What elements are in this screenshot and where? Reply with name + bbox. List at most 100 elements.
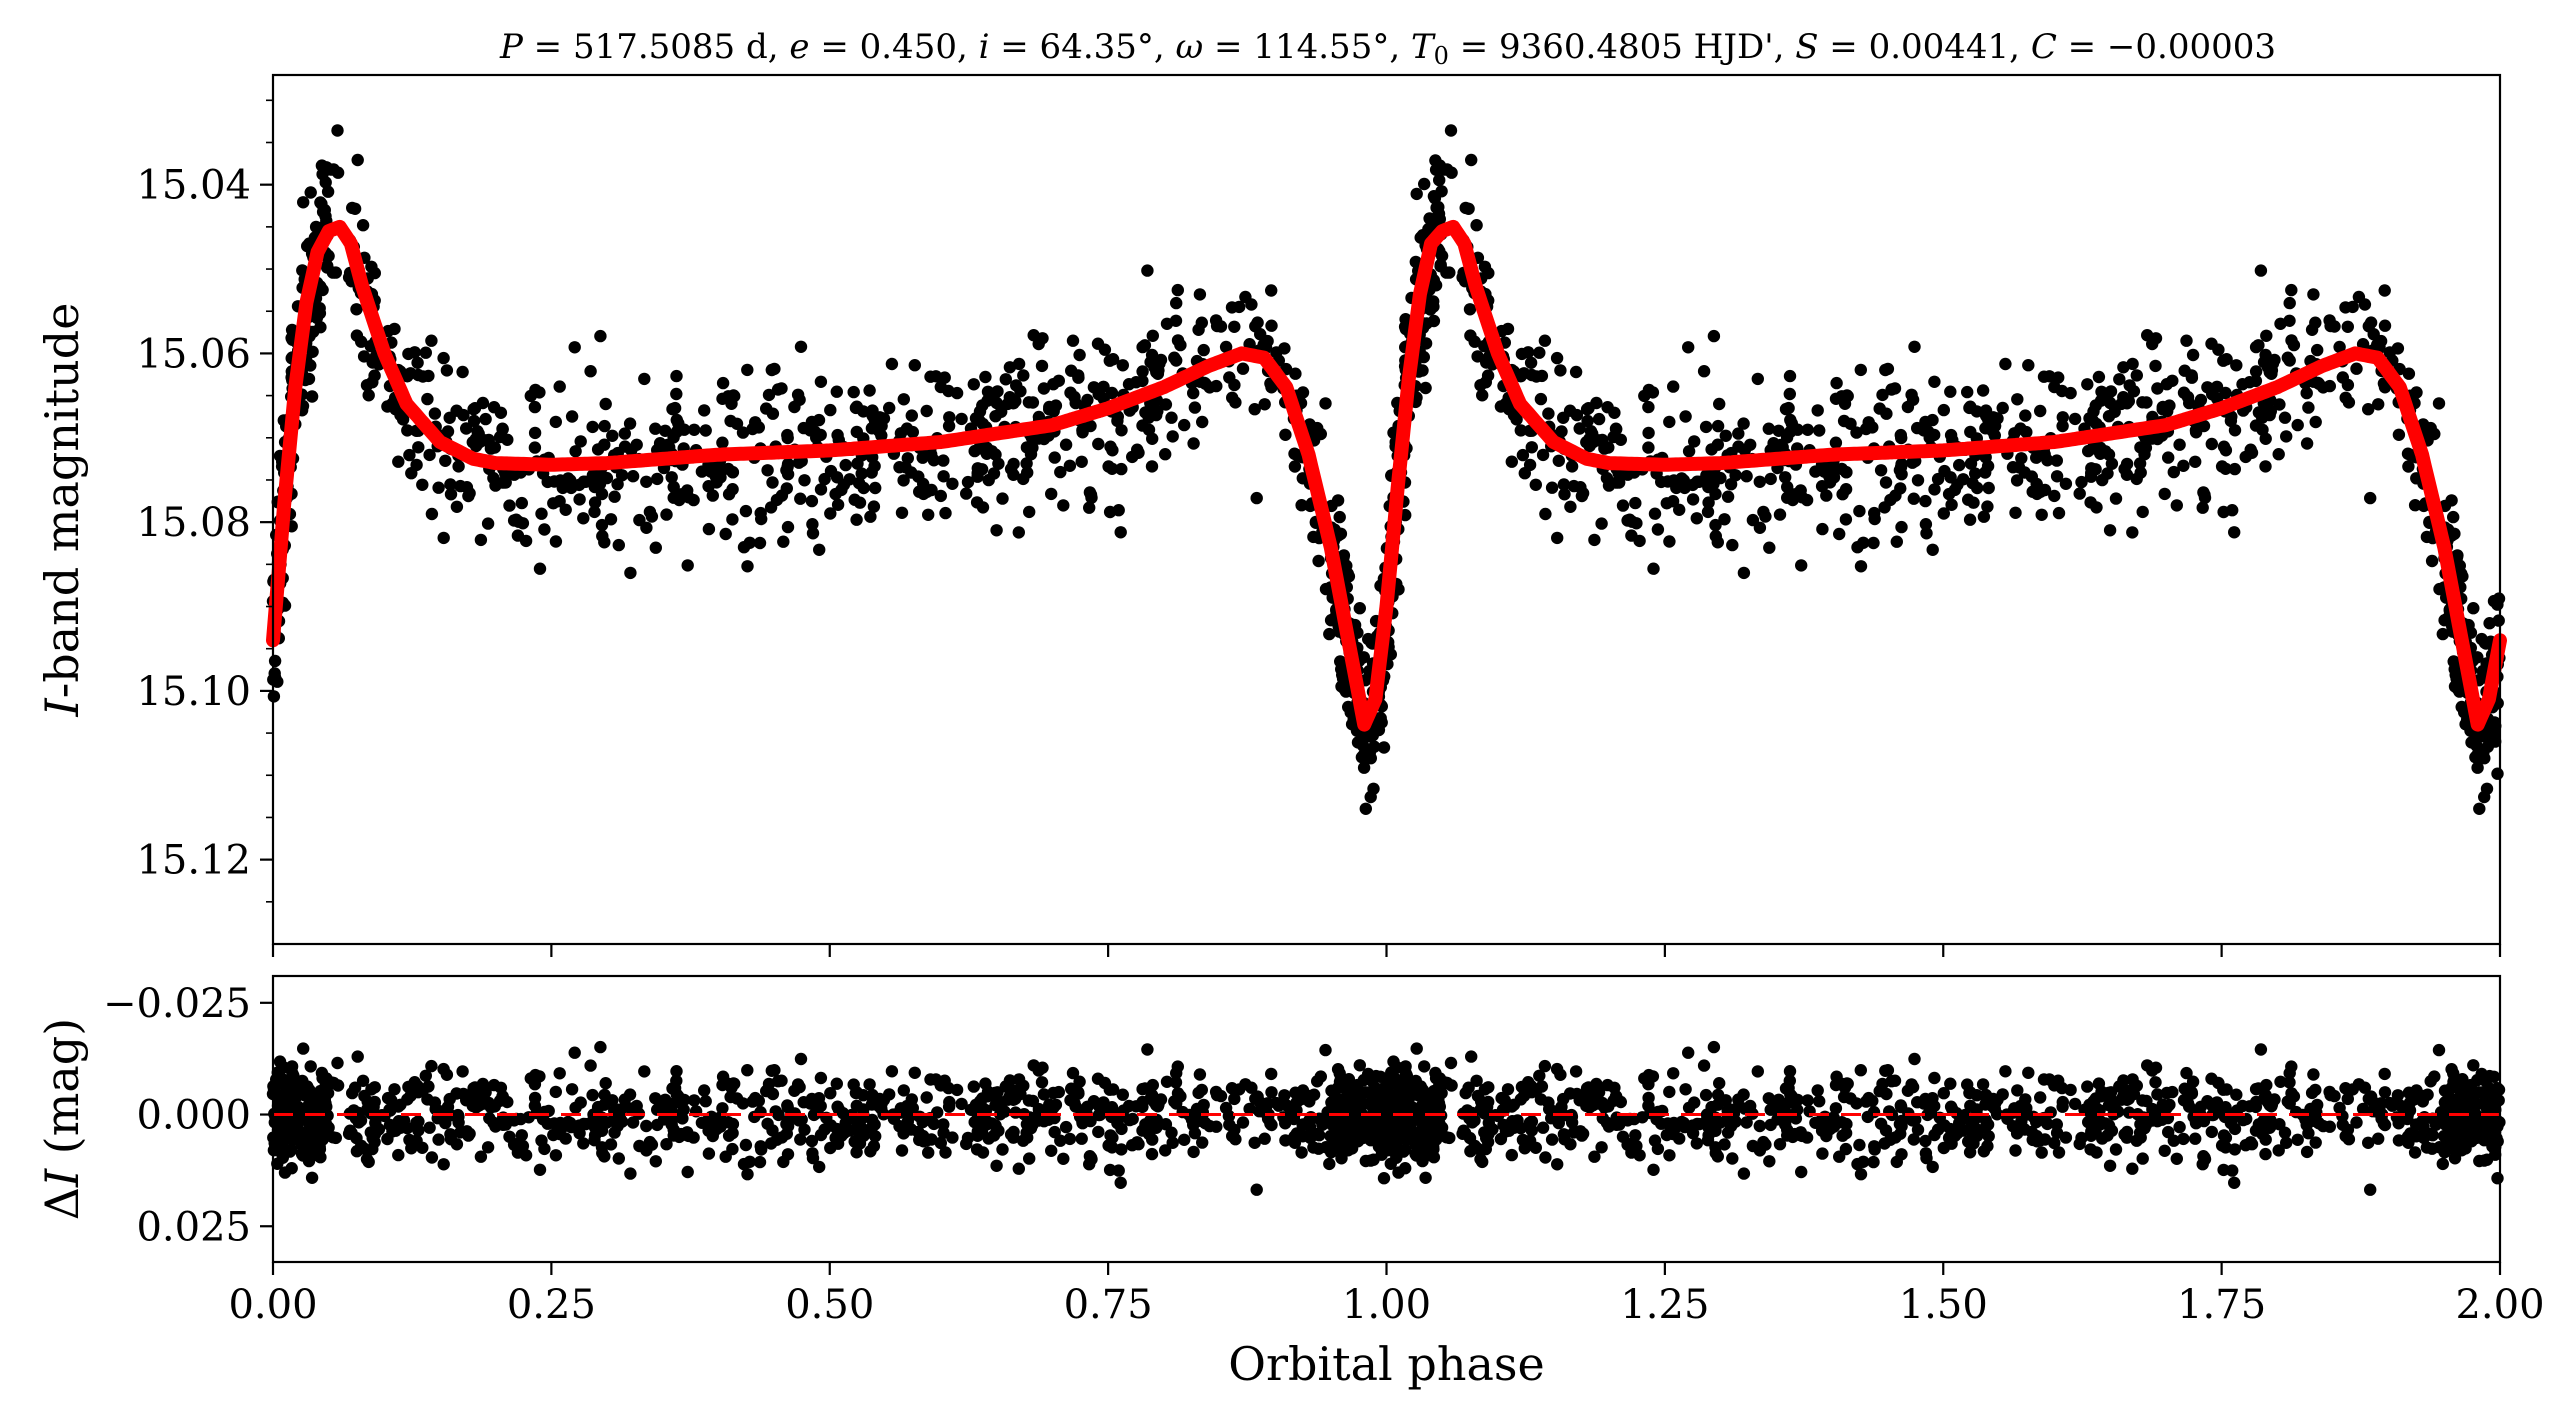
- observation-point: [670, 369, 683, 383]
- observation-point: [1816, 522, 1829, 536]
- residual-point: [1906, 1114, 1919, 1127]
- residual-point: [419, 1069, 432, 1083]
- observation-point: [1781, 480, 1794, 494]
- residual-point: [1763, 1155, 1776, 1168]
- observation-point: [1596, 433, 1609, 447]
- residual-point: [1801, 1094, 1814, 1107]
- observation-point: [1115, 462, 1128, 476]
- residual-point: [702, 1147, 716, 1160]
- residual-point: [549, 1085, 562, 1099]
- residual-point: [1057, 1152, 1070, 1166]
- observation-point: [942, 384, 955, 398]
- residual-point: [1433, 1072, 1447, 1085]
- observation-point: [1701, 505, 1715, 519]
- observation-point: [2050, 470, 2064, 483]
- residual-point: [1114, 1176, 1127, 1190]
- observation-point: [2478, 636, 2492, 649]
- residual-point: [1319, 1043, 1332, 1057]
- observation-point: [1542, 407, 1555, 420]
- residual-point: [1911, 1096, 1924, 1109]
- observation-point: [2226, 504, 2239, 517]
- observation-point: [1169, 314, 1183, 327]
- observation-point: [2373, 340, 2386, 354]
- observation-point: [606, 429, 619, 442]
- residual-point: [2180, 1066, 2193, 1080]
- residual-point: [1920, 1151, 1933, 1165]
- observation-point: [1536, 448, 1550, 462]
- observation-point: [443, 411, 456, 424]
- residual-point: [1405, 1076, 1418, 1089]
- observation-point: [437, 351, 450, 365]
- observation-point: [1663, 535, 1676, 548]
- observation-point: [987, 467, 1001, 480]
- observation-point: [1054, 465, 1067, 479]
- x-tick-label: 1.50: [1899, 1282, 1988, 1328]
- observation-point: [1188, 401, 1202, 414]
- observation-point: [419, 346, 432, 359]
- residual-point: [1123, 1113, 1136, 1127]
- residual-point: [1258, 1132, 1271, 1145]
- observation-point: [2056, 411, 2069, 424]
- observation-point: [481, 517, 495, 530]
- residual-point: [1278, 1089, 1291, 1102]
- residual-point: [2034, 1091, 2047, 1104]
- residual-point: [1953, 1116, 1966, 1130]
- observation-point: [2140, 396, 2153, 409]
- residual-point: [1259, 1101, 1273, 1114]
- residual-point: [1751, 1065, 1765, 1078]
- observation-point: [1514, 424, 1528, 437]
- residual-point: [830, 1077, 843, 1090]
- residual-point: [271, 1066, 285, 1080]
- observation-point: [716, 436, 729, 449]
- residual-point: [1979, 1113, 1992, 1127]
- observation-point: [549, 415, 562, 429]
- observation-point: [1840, 389, 1854, 402]
- residual-point: [920, 1134, 934, 1147]
- observation-point: [1545, 481, 1559, 494]
- residual-point: [1091, 1072, 1105, 1085]
- observation-point: [1982, 481, 1995, 495]
- observation-point: [604, 513, 618, 526]
- observation-point: [1588, 533, 1601, 547]
- observation-point: [1979, 422, 1992, 435]
- observation-point: [1132, 446, 1145, 459]
- observation-point: [1732, 440, 1745, 453]
- observation-point: [351, 153, 364, 167]
- observation-point: [667, 491, 680, 504]
- observation-point: [2181, 390, 2195, 404]
- observation-point: [1248, 403, 1261, 416]
- residual-point: [1911, 1123, 1925, 1137]
- residual-point: [2217, 1083, 2230, 1096]
- observation-point: [1529, 478, 1543, 491]
- residual-point: [1364, 1154, 1377, 1167]
- observation-point: [408, 346, 421, 359]
- observation-point: [1363, 746, 1377, 760]
- observation-point: [1608, 406, 1621, 419]
- observation-point: [2249, 365, 2263, 378]
- observation-point: [1159, 448, 1172, 461]
- observation-point: [2133, 457, 2147, 470]
- observation-point: [1773, 508, 1787, 521]
- observation-point: [2052, 506, 2066, 520]
- residual-point: [1272, 1099, 1286, 1112]
- residual-point: [1718, 1138, 1731, 1151]
- observation-point: [474, 533, 488, 547]
- observation-point: [1573, 422, 1586, 435]
- observation-point: [1647, 562, 1660, 575]
- observation-point: [1236, 362, 1250, 375]
- observation-point: [771, 383, 785, 396]
- residual-point: [885, 1065, 899, 1078]
- residual-point: [2127, 1087, 2141, 1101]
- residual-point: [698, 1084, 711, 1097]
- observation-point: [847, 385, 860, 399]
- observation-point: [741, 560, 754, 573]
- observation-point: [1170, 296, 1183, 310]
- residual-point: [864, 1145, 877, 1158]
- residual-point: [549, 1149, 563, 1162]
- observation-point: [1729, 469, 1742, 482]
- observation-point: [2278, 411, 2292, 424]
- residual-point: [479, 1086, 492, 1099]
- residual-point: [1427, 1151, 1441, 1164]
- observation-point: [1854, 560, 1868, 573]
- observation-point: [1551, 531, 1564, 545]
